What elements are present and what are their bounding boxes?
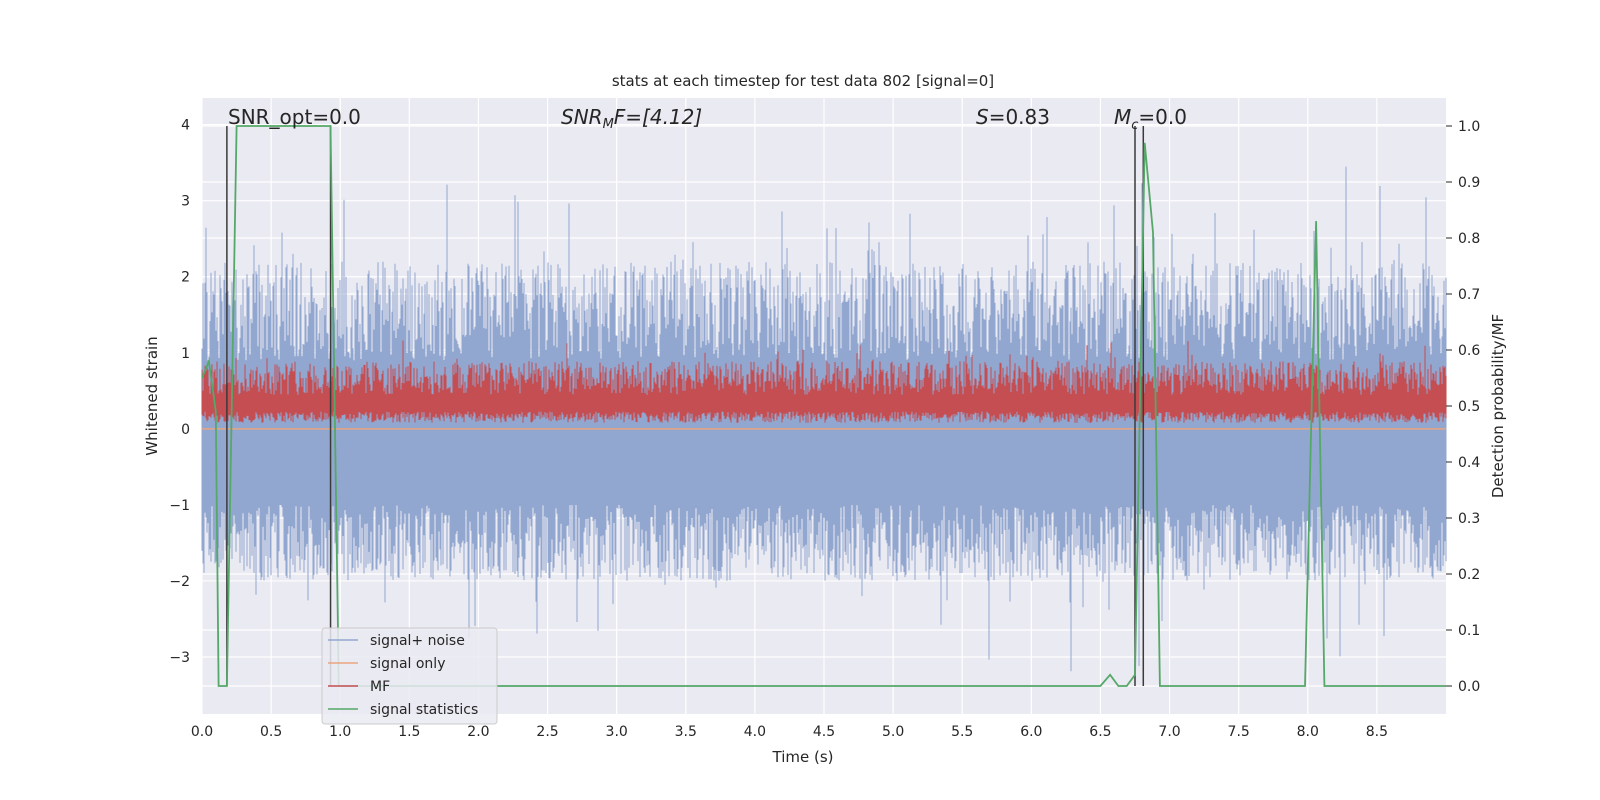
y-axis-left-ticks: −3 −2 −1 0 1 2 3 4: [169, 118, 190, 666]
s-annotation: S=0.83: [976, 105, 1050, 129]
y-left-tick-label: −2: [169, 574, 190, 590]
y-right-tick-label: 0.9: [1458, 175, 1480, 191]
mf-series: [201, 340, 1447, 423]
x-tick-label: 5.5: [951, 724, 973, 740]
y-left-tick-label: 4: [181, 118, 190, 134]
legend-label-mf: MF: [370, 679, 390, 695]
x-tick-label: 0.5: [260, 724, 282, 740]
x-tick-label: 4.5: [813, 724, 835, 740]
y-axis-right-ticks: 0.0 0.1 0.2 0.3 0.4 0.5 0.6 0.7 0.8 0.9 1.0: [1446, 119, 1480, 695]
signal-statistics-line: [201, 125, 1446, 687]
snr-opt-annotation: SNR_opt=0.0: [228, 105, 361, 129]
y-left-tick-label: 3: [181, 194, 190, 210]
x-axis-ticks: 0.0 0.5 1.0 1.5 2.0 2.5 3.0 3.5 4.0 4.5 5.0 5.5 6.0 6…: [191, 724, 1388, 740]
y-right-tick-label: 0.7: [1458, 287, 1480, 303]
y-right-tick-label: 1.0: [1458, 119, 1480, 135]
x-tick-label: 3.5: [675, 724, 697, 740]
y-right-tick-label: 0.2: [1458, 567, 1480, 583]
mf-trace: [201, 340, 1447, 423]
y-right-tick-label: 0.1: [1458, 623, 1480, 639]
legend-box: [321, 627, 498, 725]
x-tick-label: 3.0: [606, 724, 628, 740]
x-tick-label: 2.5: [536, 724, 558, 740]
y-right-tick-label: 0.5: [1458, 399, 1480, 415]
y-right-tick-label: 0.6: [1458, 343, 1480, 359]
x-tick-label: 7.0: [1158, 724, 1180, 740]
x-tick-label: 0.0: [191, 724, 213, 740]
x-tick-label: 4.0: [744, 724, 766, 740]
snr-mf-annotation: SNRMF=[4.12]: [561, 105, 702, 132]
legend-label-signal-only: signal only: [370, 656, 445, 672]
legend-label-signal-noise: signal+ noise: [370, 633, 465, 649]
y-axis-left-label: Whitened strain: [143, 336, 161, 455]
x-tick-label: 1.5: [398, 724, 420, 740]
y-axis-right-label: Detection probability/MF: [1489, 314, 1507, 498]
x-tick-label: 6.5: [1089, 724, 1111, 740]
y-left-tick-label: −3: [169, 650, 190, 666]
x-axis-label: Time (s): [772, 748, 834, 766]
x-tick-label: 6.0: [1020, 724, 1042, 740]
y-left-tick-label: −1: [169, 498, 190, 514]
y-right-tick-label: 0.4: [1458, 455, 1480, 471]
y-left-tick-label: 0: [181, 422, 190, 438]
x-tick-label: 2.0: [467, 724, 489, 740]
y-right-tick-label: 0.8: [1458, 231, 1480, 247]
legend-label-signal-statistics: signal statistics: [370, 702, 478, 718]
mc-annotation: Mc=0.0: [1114, 105, 1187, 133]
y-left-tick-label: 2: [181, 270, 190, 286]
y-right-tick-label: 0.3: [1458, 511, 1480, 527]
x-tick-label: 7.5: [1228, 724, 1250, 740]
x-tick-label: 5.0: [882, 724, 904, 740]
y-left-tick-label: 1: [181, 346, 190, 362]
x-tick-label: 1.0: [329, 724, 351, 740]
chart-title: stats at each timestep for test data 802…: [612, 72, 994, 90]
y-right-tick-label: 0.0: [1458, 679, 1480, 695]
legend: signal+ noise signal only MF signal stat…: [321, 627, 498, 725]
x-tick-label: 8.5: [1366, 724, 1388, 740]
x-tick-label: 8.0: [1297, 724, 1319, 740]
vertical-markers: [226, 126, 1145, 686]
signal-statistics-series: [201, 125, 1446, 687]
